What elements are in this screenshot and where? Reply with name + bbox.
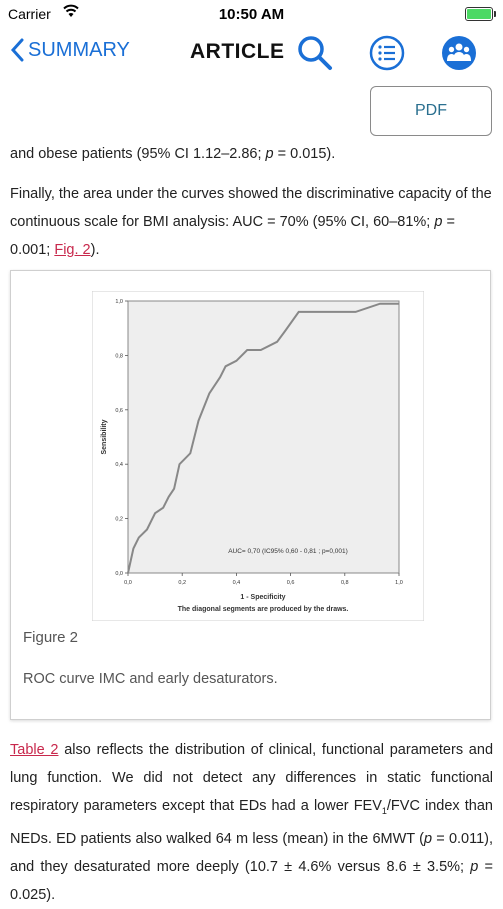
y-tick-label: 0,4 [115,462,123,468]
x-tick-label: 0,6 [287,580,295,586]
community-button[interactable] [440,34,478,72]
para3-text-2: /FVC index than NEDs. ED patients also w… [10,798,493,847]
chevron-left-icon [10,38,24,62]
status-time: 10:50 AM [218,6,285,23]
chart-footnote: The diagonal segments are produced by th… [178,606,349,613]
x-axis-label: 1 - Specificity [240,594,285,601]
figure-caption: ROC curve IMC and early desaturators. [23,671,278,687]
paragraph-3: Table 2 also reflects the distribution o… [10,736,493,909]
table-2-link[interactable]: Table 2 [10,742,59,758]
pdf-button[interactable]: PDF [370,86,492,136]
para2-p: p [434,214,443,230]
para2-text: Finally, the area under the curves showe… [10,186,492,230]
y-tick-label: 0,8 [115,353,123,359]
para2-end: ). [90,242,100,258]
search-button[interactable] [296,34,334,72]
roc-curve-line [127,302,399,574]
page-title: ARTICLE [190,40,285,63]
para2-rest: = 0.001; [10,214,455,258]
para3-sub: 1 [381,805,387,816]
x-tick-label: 0,0 [124,580,132,586]
y-tick-label: 1,0 [115,299,123,305]
status-bar: Carrier 10:50 AM [0,0,503,28]
y-axis-label: Sensibility [101,419,108,454]
contents-list-button[interactable] [368,34,406,72]
search-icon [298,36,332,70]
wifi-icon [62,4,80,21]
para3-p2: p [470,858,479,875]
battery-icon [465,7,496,21]
nav-bar: SUMMARY ARTICLE [0,28,503,78]
plot-area [127,300,400,574]
x-tick-label: 0,4 [233,580,241,586]
carrier-label: Carrier [8,6,51,22]
figure-label: Figure 2 [23,629,79,646]
roc-chart[interactable]: 0,0 0,2 0,4 0,6 0,8 1,0 0,0 0,2 0,4 0,6 0,8 1,0 Se… [92,291,424,621]
back-button[interactable]: SUMMARY [10,38,130,62]
para3-p1: p [423,830,433,847]
group-icon [442,36,476,70]
y-tick-label: 0,6 [115,408,123,414]
x-tick-label: 0,2 [178,580,186,586]
para1-text: and obese patients (95% CI 1.12–2.86; [10,146,266,162]
auc-annotation: AUC= 0,70 (IC95% 0,60 - 0,81 ; p=0,001) [228,548,348,555]
para3-text-1: also reflects the distribution of clinic… [10,742,494,814]
para1-p: p [265,146,274,162]
paragraph-1: and obese patients (95% CI 1.12–2.86; p … [10,140,493,168]
para3-text-3: = 0.011), and they desaturated more deep… [10,830,494,875]
list-icon [369,35,405,71]
x-tick-label: 0,8 [341,580,349,586]
y-tick-label: 0,0 [115,571,123,577]
back-label: SUMMARY [28,38,130,61]
y-tick-label: 0,2 [115,517,123,523]
fig-2-link[interactable]: Fig. 2 [54,242,91,258]
paragraph-2: Finally, the area under the curves showe… [10,180,493,264]
x-tick-label: 1,0 [395,580,403,586]
figure-2[interactable]: 0,0 0,2 0,4 0,6 0,8 1,0 0,0 0,2 0,4 0,6 0,8 1,0 Se… [10,270,491,720]
para1-rest: = 0.015). [273,146,336,162]
para3-text-4: = 0.025). [10,858,494,903]
